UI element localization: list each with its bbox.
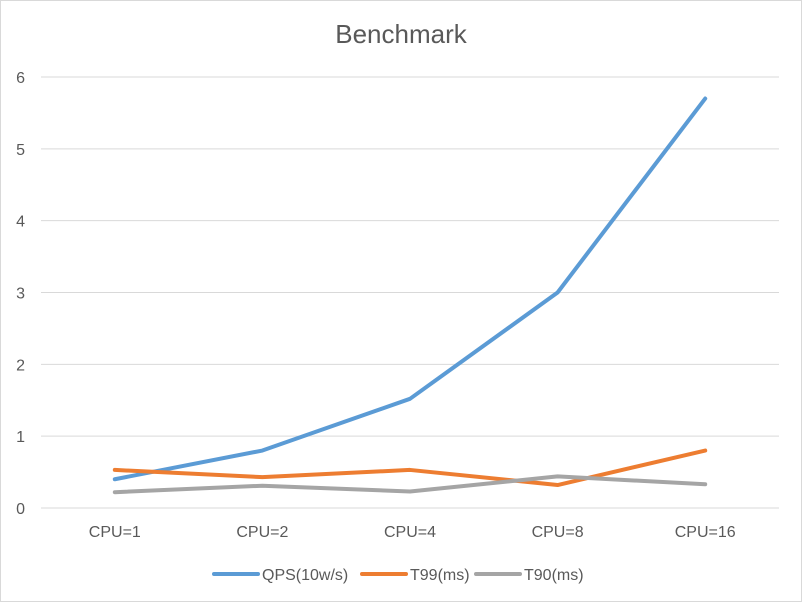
series-line-1 xyxy=(112,96,708,482)
y-tick-label: 5 xyxy=(16,142,25,159)
x-tick-label: CPU=2 xyxy=(236,524,288,541)
x-tick-label: CPU=16 xyxy=(675,524,736,541)
y-tick-label: 1 xyxy=(16,429,25,446)
series-line-3 xyxy=(112,474,708,495)
y-tick-label: 2 xyxy=(16,357,25,374)
legend-label: T90(ms) xyxy=(524,567,584,584)
legend: QPS(10w/s) T99(ms) T90(ms) xyxy=(212,567,584,584)
chart-title: Benchmark xyxy=(335,19,467,49)
x-tick-label: CPU=8 xyxy=(532,524,584,541)
series-line-2 xyxy=(112,448,708,488)
x-tick-label: CPU=1 xyxy=(89,524,141,541)
y-tick-label: 6 xyxy=(16,70,25,87)
y-tick-label: 4 xyxy=(16,214,25,231)
x-tick-label: CPU=4 xyxy=(384,524,436,541)
legend-label: T99(ms) xyxy=(410,567,470,584)
legend-label: QPS(10w/s) xyxy=(262,567,348,584)
y-tick-label: 3 xyxy=(16,286,25,303)
y-tick-label: 0 xyxy=(16,501,25,518)
x-axis-ticks: CPU=1 CPU=2 CPU=4 CPU=8 CPU=16 xyxy=(89,524,736,541)
series-lines xyxy=(112,96,708,495)
y-axis-ticks: 0 1 2 3 4 5 6 xyxy=(16,70,25,518)
gridlines xyxy=(41,76,779,509)
